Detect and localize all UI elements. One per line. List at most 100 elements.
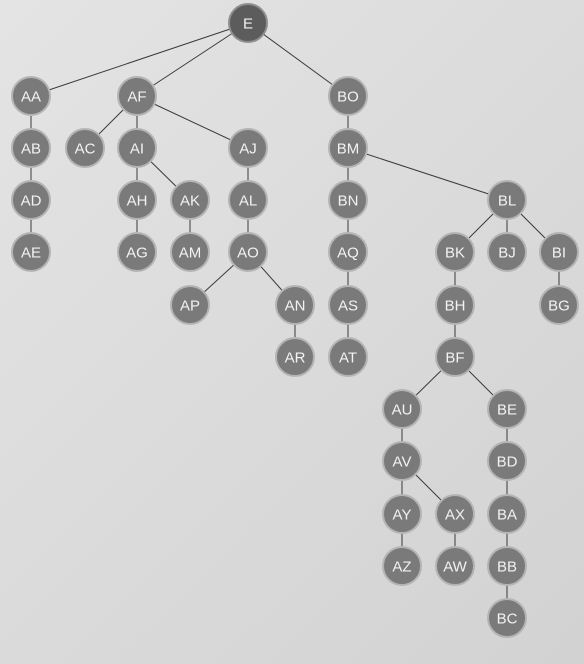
node-circle: [487, 598, 527, 638]
node-circle: [117, 128, 157, 168]
node-circle: [65, 128, 105, 168]
node-circle: [170, 232, 210, 272]
tree-node-ab: AB: [11, 128, 51, 168]
node-circle: [228, 3, 268, 43]
node-circle: [487, 494, 527, 534]
node-circle: [487, 546, 527, 586]
tree-node-az: AZ: [382, 546, 422, 586]
node-label: AP: [180, 298, 200, 315]
node-label: BH: [445, 298, 466, 315]
tree-node-aa: AA: [11, 76, 51, 116]
tree-node-ao: AO: [228, 232, 268, 272]
tree-node-ay: AY: [382, 494, 422, 534]
node-label: AJ: [239, 141, 257, 158]
tree-node-ad: AD: [11, 180, 51, 220]
node-circle: [435, 232, 475, 272]
node-label: AB: [21, 141, 41, 158]
node-circle: [328, 232, 368, 272]
tree-node-aq: AQ: [328, 232, 368, 272]
node-label: BL: [498, 193, 516, 210]
tree-node-al: AL: [228, 180, 268, 220]
node-circle: [435, 337, 475, 377]
nodes-layer: E AA AF BO AB AC AI AJ BM AD AH AK AL BN BL AE AG AM AO AQ B…: [11, 3, 579, 638]
node-circle: [539, 285, 579, 325]
node-circle: [539, 232, 579, 272]
node-circle: [487, 232, 527, 272]
node-label: AN: [285, 298, 306, 315]
tree-node-bm: BM: [328, 128, 368, 168]
node-circle: [328, 180, 368, 220]
node-label: BC: [497, 611, 518, 628]
tree-node-ac: AC: [65, 128, 105, 168]
edge-e-af: [136, 22, 249, 97]
node-circle: [328, 285, 368, 325]
node-label: BA: [497, 507, 517, 524]
tree-node-ai: AI: [117, 128, 157, 168]
tree-node-ak: AK: [170, 180, 210, 220]
node-label: AE: [21, 245, 41, 262]
node-circle: [117, 180, 157, 220]
node-label: BB: [497, 559, 517, 576]
node-circle: [11, 180, 51, 220]
node-circle: [11, 76, 51, 116]
node-label: AD: [21, 193, 42, 210]
tree-node-ba: BA: [487, 494, 527, 534]
node-label: E: [243, 16, 253, 33]
tree-node-ax: AX: [435, 494, 475, 534]
node-circle: [117, 232, 157, 272]
tree-node-au: AU: [382, 389, 422, 429]
node-circle: [487, 180, 527, 220]
node-label: BM: [337, 141, 360, 158]
tree-node-bc: BC: [487, 598, 527, 638]
node-circle: [228, 180, 268, 220]
edge-af-aj: [136, 95, 249, 149]
node-label: AX: [445, 507, 465, 524]
node-label: BI: [552, 245, 566, 262]
node-label: BE: [497, 402, 517, 419]
node-circle: [11, 232, 51, 272]
tree-node-af: AF: [117, 76, 157, 116]
edge-bm-bl: [347, 147, 508, 201]
node-circle: [170, 285, 210, 325]
edge-e-aa: [30, 22, 249, 97]
node-circle: [328, 337, 368, 377]
node-label: BD: [497, 454, 518, 471]
node-label: AG: [126, 245, 148, 262]
node-label: AA: [21, 89, 41, 106]
tree-node-ap: AP: [170, 285, 210, 325]
tree-node-bh: BH: [435, 285, 475, 325]
node-label: BG: [548, 298, 570, 315]
tree-node-aj: AJ: [228, 128, 268, 168]
node-label: AI: [130, 141, 144, 158]
tree-node-av: AV: [382, 441, 422, 481]
tree-node-aw: AW: [435, 546, 475, 586]
node-circle: [328, 128, 368, 168]
tree-node-bi: BI: [539, 232, 579, 272]
node-label: AL: [239, 193, 257, 210]
node-circle: [228, 128, 268, 168]
edge-e-bo: [247, 22, 349, 97]
node-circle: [487, 441, 527, 481]
node-label: AH: [127, 193, 148, 210]
tree-node-ah: AH: [117, 180, 157, 220]
node-label: AV: [393, 454, 412, 471]
node-label: AU: [392, 402, 413, 419]
node-label: BK: [445, 245, 465, 262]
tree-node-bl: BL: [487, 180, 527, 220]
tree-node-e: E: [228, 3, 268, 43]
node-label: BF: [445, 350, 464, 367]
tree-node-bb: BB: [487, 546, 527, 586]
node-circle: [275, 285, 315, 325]
tree-node-bd: BD: [487, 441, 527, 481]
node-circle: [435, 494, 475, 534]
node-label: AM: [179, 245, 202, 262]
node-circle: [382, 546, 422, 586]
node-circle: [382, 389, 422, 429]
node-circle: [275, 337, 315, 377]
node-circle: [117, 76, 157, 116]
node-circle: [11, 128, 51, 168]
node-label: BJ: [498, 245, 516, 262]
node-label: AW: [443, 559, 467, 576]
